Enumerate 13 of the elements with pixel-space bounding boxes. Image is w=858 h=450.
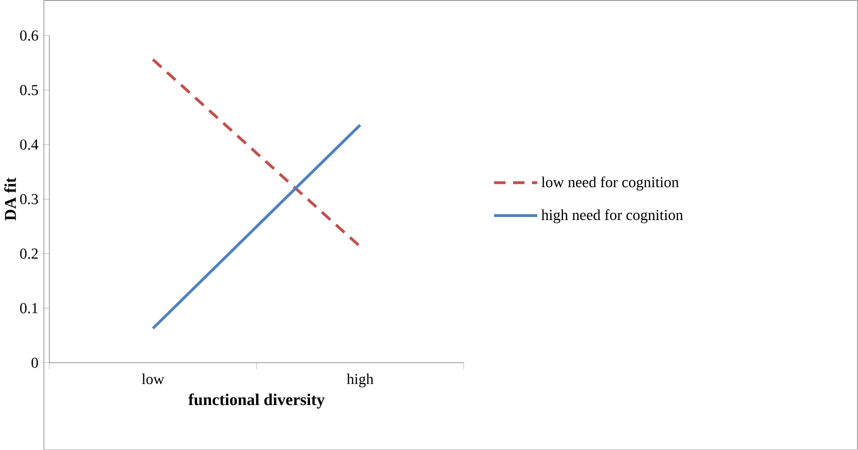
y-tick-label: 0.2 [20, 248, 38, 259]
y-tick-label: 0.4 [20, 139, 38, 150]
x-tick-label: high [346, 373, 374, 388]
x-tick-label: low [142, 373, 164, 384]
y-tick-label: 0.1 [20, 302, 38, 314]
legend-label: high need for cognition [541, 209, 683, 223]
y-tick-label: 0.3 [20, 194, 38, 204]
y-axis-title: DA fit [4, 177, 16, 220]
x-axis-title: functional diversity [188, 393, 325, 408]
y-tick-label: 0.6 [20, 30, 38, 40]
y-tick-label: 0 [32, 357, 38, 368]
legend-label: low need for cognition [541, 176, 679, 190]
y-tick-label: 0.5 [20, 84, 38, 96]
